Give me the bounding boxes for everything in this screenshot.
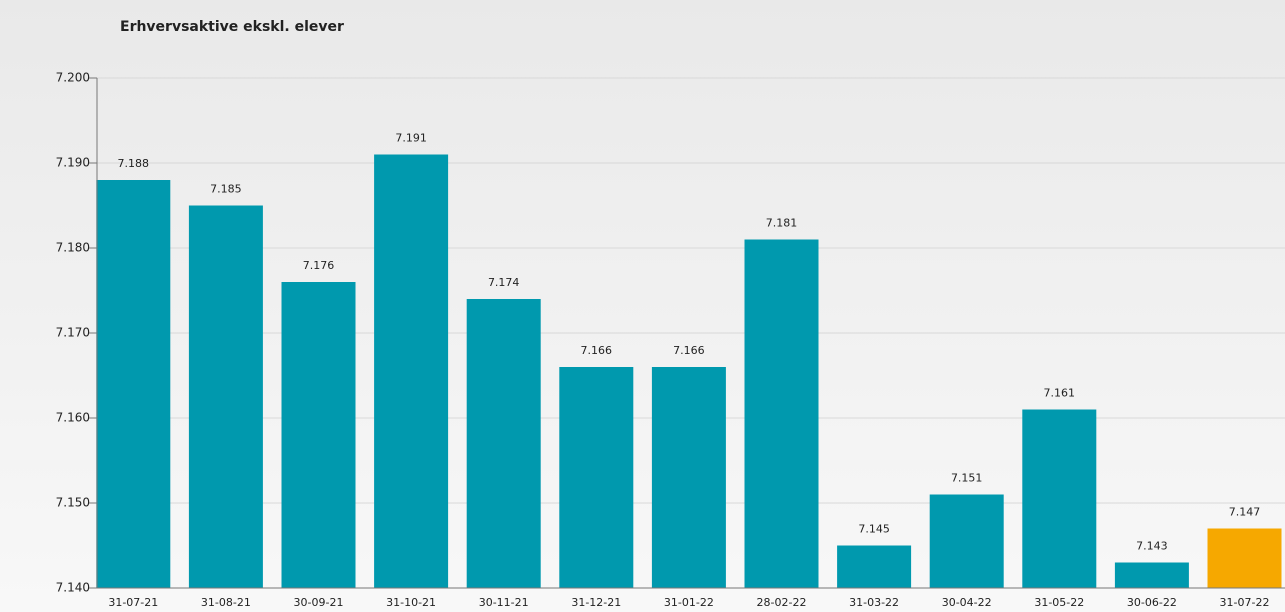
data-label: 7.188	[118, 157, 150, 170]
y-tick-label: 7.160	[56, 411, 90, 425]
chart-title: Erhvervsaktive ekskl. elever	[120, 19, 344, 35]
x-tick-label: 31-01-22	[664, 596, 714, 609]
bar	[466, 299, 541, 588]
x-tick-label: 31-08-21	[201, 596, 251, 609]
bar	[1022, 409, 1097, 588]
x-tick-label: 30-09-21	[294, 596, 344, 609]
data-label: 7.147	[1229, 506, 1261, 519]
y-tick-label: 7.170	[56, 326, 90, 340]
data-label: 7.143	[1136, 540, 1168, 553]
y-tick-label: 7.140	[56, 581, 90, 595]
x-tick-label: 30-04-22	[942, 596, 992, 609]
x-tick-label: 31-12-21	[571, 596, 621, 609]
data-label: 7.151	[951, 472, 983, 485]
data-label: 7.185	[210, 183, 242, 196]
x-tick-label: 31-05-22	[1034, 596, 1084, 609]
bar	[1114, 562, 1189, 588]
bar	[96, 180, 171, 588]
data-label: 7.145	[858, 523, 890, 536]
x-tick-label: 30-06-22	[1127, 596, 1177, 609]
x-tick-label: 30-11-21	[479, 596, 529, 609]
bar	[281, 282, 356, 588]
bar	[374, 154, 449, 588]
x-tick-label: 31-03-22	[849, 596, 899, 609]
data-label: 7.166	[673, 344, 705, 357]
y-tick-label: 7.200	[56, 71, 90, 85]
bar	[559, 367, 634, 588]
data-label: 7.161	[1044, 387, 1076, 400]
y-tick-label: 7.150	[56, 496, 90, 510]
data-label: 7.181	[766, 217, 798, 230]
y-tick-label: 7.180	[56, 241, 90, 255]
data-label: 7.176	[303, 259, 335, 272]
bar	[188, 205, 263, 588]
data-label: 7.174	[488, 276, 520, 289]
bar	[929, 494, 1004, 588]
bar	[651, 367, 726, 588]
data-label: 7.191	[395, 132, 427, 145]
x-tick-label: 28-02-22	[757, 596, 807, 609]
data-label: 7.166	[581, 344, 613, 357]
x-tick-label: 31-07-21	[108, 596, 158, 609]
bar	[837, 545, 912, 588]
x-tick-label: 31-07-22	[1220, 596, 1270, 609]
bar	[744, 239, 819, 588]
bar	[1207, 528, 1282, 588]
x-tick-label: 31-10-21	[386, 596, 436, 609]
y-tick-label: 7.190	[56, 156, 90, 170]
